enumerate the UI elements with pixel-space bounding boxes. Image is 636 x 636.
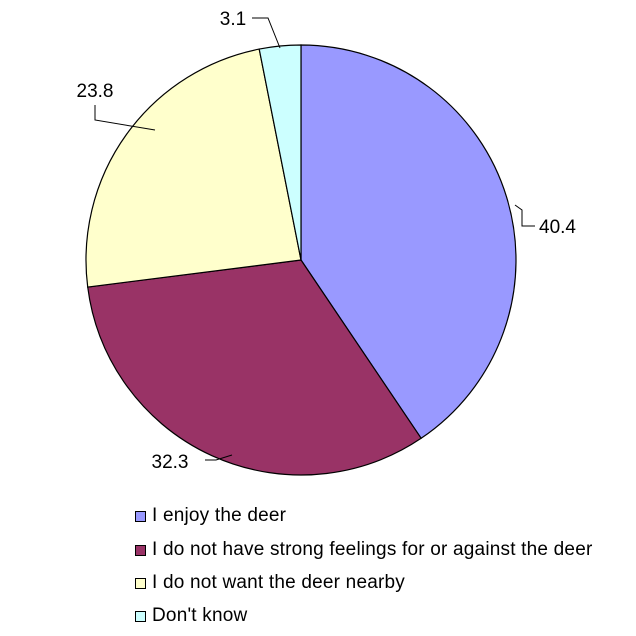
- legend-item-dont-know: Don't know: [135, 605, 247, 627]
- legend-item-not-nearby: I do not want the deer nearby: [135, 572, 405, 594]
- legend-item-no-strong-feelings: I do not have strong feelings for or aga…: [135, 539, 592, 561]
- data-label-enjoy: 40.4: [539, 217, 576, 238]
- leader-line: [94, 105, 156, 131]
- legend-label: Don't know: [152, 605, 248, 626]
- data-label-no-strong-feelings: 32.3: [152, 452, 189, 473]
- slice-no-strong-feelings: [87, 259, 422, 476]
- leader-line: [514, 204, 535, 227]
- legend-swatch: [135, 610, 146, 622]
- legend-swatch: [135, 544, 146, 556]
- leader-lines: [94, 17, 535, 461]
- legend-label: I enjoy the deer: [152, 505, 287, 526]
- legend-item-enjoy: I enjoy the deer: [135, 505, 286, 527]
- data-label-not-nearby: 23.8: [77, 81, 114, 102]
- data-labels: 40.4 32.3 23.8 3.1: [77, 9, 577, 473]
- data-label-dont-know: 3.1: [220, 9, 246, 30]
- slice-enjoy: [300, 44, 517, 440]
- legend-swatch: [135, 577, 146, 589]
- leader-line: [252, 17, 281, 49]
- legend-label: I do not have strong feelings for or aga…: [152, 539, 593, 560]
- leader-line: [205, 454, 233, 461]
- slice-not-nearby: [85, 48, 302, 288]
- pie-slices: [85, 44, 517, 476]
- legend-label: I do not want the deer nearby: [152, 572, 405, 593]
- legend-swatch: [135, 510, 146, 522]
- slice-dont-know: [258, 44, 302, 261]
